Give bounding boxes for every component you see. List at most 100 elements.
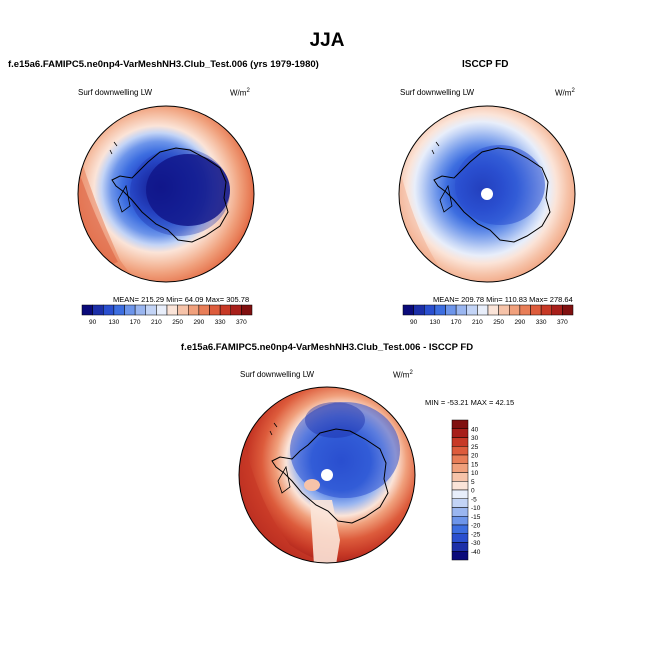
obs-stats: MEAN= 209.78 Min= 110.83 Max= 278.64: [433, 295, 573, 304]
obs-colorbar-tick-label: 170: [451, 319, 462, 326]
diff-colorbar-tick-label: -30: [471, 540, 481, 547]
diff-colorbar-tick-label: 25: [471, 444, 479, 451]
diff-colorbar-box: [451, 481, 469, 491]
model-panel-title: f.e15a6.FAMIPC5.ne0np4-VarMeshNH3.Club_T…: [8, 59, 319, 70]
obs-colorbar-tick-label: 370: [557, 319, 568, 326]
obs-colorbar-box: [402, 304, 414, 316]
diff-colorbar-tick-label: 0: [471, 488, 475, 495]
model-colorbar-tick-label: 170: [130, 319, 141, 326]
diff-colorbar-tick-label: -40: [471, 549, 481, 556]
obs-colorbar-box: [498, 304, 510, 316]
obs-units-label: W/m2: [555, 88, 575, 98]
diff-colorbar-box: [451, 446, 469, 456]
model-colorbar-box: [103, 304, 115, 316]
diff-colorbar-tick-label: -10: [471, 505, 481, 512]
diff-colorbar-tick-label: -20: [471, 523, 481, 530]
model-colorbar-tick-label: 210: [151, 319, 162, 326]
obs-panel-title: ISCCP FD: [462, 59, 509, 70]
obs-colorbar-box: [424, 304, 436, 316]
diff-colorbar-box: [451, 498, 469, 508]
model-colorbar-box: [219, 304, 231, 316]
diff-colorbar-box: [451, 516, 469, 526]
obs-colorbar-box: [455, 304, 467, 316]
diff-colorbar-box: [451, 489, 469, 499]
obs-variable-label: Surf downwelling LW: [400, 88, 475, 97]
diff-colorbar-tick-label: 30: [471, 435, 479, 442]
diff-colorbar-tick-label: -25: [471, 531, 481, 538]
obs-coastline: [433, 147, 551, 243]
obs-colorbar-box: [530, 304, 542, 316]
model-colorbar-tick-label: 290: [193, 319, 204, 326]
diff-stats: MIN = -53.21 MAX = 42.15: [425, 398, 515, 407]
diff-colorbar-tick-label: 40: [471, 426, 479, 433]
model-colorbar-box: [134, 304, 146, 316]
obs-colorbar-tick-label: 130: [429, 319, 440, 326]
model-colorbar-box: [241, 304, 253, 316]
diff-colorbar-box: [451, 454, 469, 464]
obs-colorbar-box: [519, 304, 531, 316]
diff-colorbar-box: [451, 419, 469, 429]
obs-colorbar: 90 130 170 210 250 290 330 370: [402, 304, 574, 326]
diff-panel-title: f.e15a6.FAMIPC5.ne0np4-VarMeshNH3.Club_T…: [180, 342, 474, 353]
diff-colorbar-box: [451, 533, 469, 543]
diff-colorbar-box: [451, 551, 469, 561]
diff-colorbar-box: [451, 428, 469, 438]
obs-colorbar-box: [487, 304, 499, 316]
diff-colorbar-tick-label: 10: [471, 470, 479, 477]
obs-colorbar-tick-label: 90: [410, 319, 418, 326]
obs-colorbar-box: [434, 304, 446, 316]
model-units-label: W/m2: [230, 88, 250, 98]
diff-colorbar-tick-label: 20: [471, 453, 479, 460]
obs-colorbar-tick-label: 210: [472, 319, 483, 326]
model-colorbar-box: [230, 304, 242, 316]
diff-colorbar-tick-label: -15: [471, 514, 481, 521]
obs-colorbar-box: [466, 304, 478, 316]
obs-colorbar-tick-label: 290: [514, 319, 525, 326]
obs-colorbar-box: [540, 304, 552, 316]
diff-map: [238, 386, 416, 564]
obs-colorbar-tick-label: 250: [493, 319, 504, 326]
model-colorbar-tick-label: 330: [215, 319, 226, 326]
model-colorbar-box: [177, 304, 189, 316]
diff-colorbar-box: [451, 542, 469, 552]
diff-variable-label: Surf downwelling LW: [240, 370, 315, 379]
model-colorbar-tick-label: 90: [89, 319, 97, 326]
model-colorbar-box: [166, 304, 178, 316]
model-colorbar-box: [156, 304, 168, 316]
diff-colorbar-tick-label: 15: [471, 461, 479, 468]
model-colorbar-box: [81, 304, 93, 316]
model-colorbar-box: [113, 304, 125, 316]
obs-colorbar-box: [509, 304, 521, 316]
model-colorbar-box: [198, 304, 210, 316]
diff-colorbar-tick-label: 5: [471, 479, 475, 486]
diff-colorbar-box: [451, 463, 469, 473]
diff-coastline: [271, 428, 389, 524]
model-colorbar-box: [124, 304, 136, 316]
model-coastline: [111, 147, 229, 243]
model-colorbar-tick-label: 370: [236, 319, 247, 326]
obs-colorbar-tick-label: 330: [536, 319, 547, 326]
obs-map: [398, 105, 576, 283]
model-variable-label: Surf downwelling LW: [78, 88, 153, 97]
model-colorbar-box: [209, 304, 221, 316]
obs-colorbar-box: [477, 304, 489, 316]
diff-colorbar-box: [451, 437, 469, 447]
diff-units-label: W/m2: [393, 370, 413, 380]
model-stats: MEAN= 215.29 Min= 64.09 Max= 305.78: [113, 295, 250, 304]
obs-colorbar-box: [551, 304, 563, 316]
diff-colorbar-box: [451, 524, 469, 534]
model-colorbar-box: [145, 304, 157, 316]
obs-colorbar-box: [413, 304, 425, 316]
model-colorbar-tick-label: 130: [108, 319, 119, 326]
model-colorbar: 90 130 170 210 250 290 330 370: [81, 304, 253, 326]
model-colorbar-box: [92, 304, 104, 316]
model-colorbar-box: [188, 304, 200, 316]
diff-colorbar-box: [451, 507, 469, 517]
diff-colorbar-tick-label: -5: [471, 496, 477, 503]
model-colorbar-tick-label: 250: [172, 319, 183, 326]
obs-colorbar-box: [445, 304, 457, 316]
obs-pole-hole: [481, 188, 493, 200]
model-map: [77, 105, 255, 283]
